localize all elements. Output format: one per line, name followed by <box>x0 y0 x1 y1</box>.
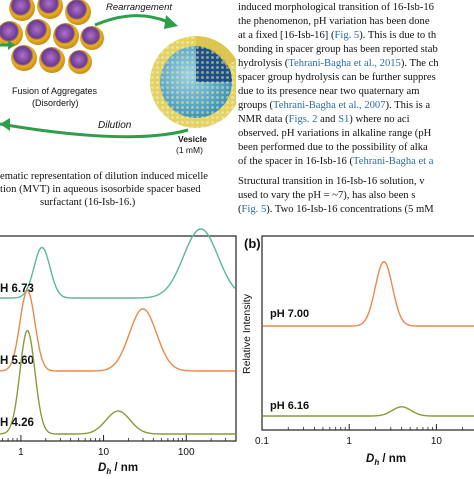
citation-link[interactable]: Tehrani-Bagha et al., 2007 <box>273 100 386 111</box>
body-text-run: been performed due to the possibility of… <box>238 142 428 153</box>
panel-a: H 6.73 H 5.60 H 4.26 1 10 100 Dh / nm <box>0 226 238 476</box>
body-text-line: hydrolysis (Tehrani-Bagha et al., 2015).… <box>238 58 439 70</box>
fusion-label: Fusion of Aggregates <box>12 86 98 96</box>
panel-b-xlabel: Dh / nm <box>366 453 406 467</box>
body-text-line: NMR data (Figs. 2 and S1) where no aci <box>238 114 410 126</box>
panel-a-tick-label: 10 <box>98 447 110 458</box>
scheme-illustration <box>0 0 242 139</box>
body-text-line: bonding in spacer group has been reporte… <box>238 44 438 56</box>
body-text-run: ). This is due to th <box>359 30 437 41</box>
body-text-run: ). This is a <box>385 100 431 111</box>
panel-b: (b) Relative Intensity pH 7.00 pH 6.16 0.1 1 1… <box>238 226 474 474</box>
panel-a-tick-label: 1 <box>18 447 24 458</box>
citation-link[interactable]: Tehrani-Bagha et a <box>353 156 434 167</box>
dilution-label: Dilution <box>98 120 132 131</box>
body-text-run: at a fixed [16-Isb-16] ( <box>238 30 335 41</box>
caption-line: surfactant (16-Isb-16.) <box>40 197 136 208</box>
panel-b-label: (b) <box>244 236 261 251</box>
mvt-scheme: Rearrangement Fusion of Aggregates (Diso… <box>0 0 242 164</box>
body-text-line: the phenomenon, pH variation has been do… <box>238 16 430 28</box>
body-text-run: ). The ch <box>400 58 439 69</box>
panel-b-series-label: pH 7.00 <box>270 308 309 320</box>
body-text-run: used to vary the pH = ~7), has also been… <box>238 190 416 201</box>
body-text-run: hydrolysis ( <box>238 58 289 69</box>
panel-b-series-1 <box>263 406 474 417</box>
body-text-run: and <box>317 114 339 125</box>
panel-a-series-1 <box>0 289 235 372</box>
body-text-line: observed. pH variations in alkaline rang… <box>238 128 431 140</box>
caption-line: ematic representation of dilution induce… <box>0 171 208 182</box>
panel-a-series-2 <box>0 329 235 435</box>
body-text-line: been performed due to the possibility of… <box>238 142 428 154</box>
body-text-line: at a fixed [16-Isb-16] (Fig. 5). This is… <box>238 30 436 42</box>
body-text-line: of the spacer in 16-Isb-16 (Tehrani-Bagh… <box>238 156 433 168</box>
body-text-run: observed. pH variations in alkaline rang… <box>238 128 432 139</box>
body-text-line: due to its presence near two quaternary … <box>238 86 420 98</box>
body-text-run: due to its presence near two quaternary … <box>238 86 420 97</box>
body-text-run: Structural transition in 16-Isb-16 solut… <box>238 176 425 187</box>
fusion-sublabel: (Disorderly) <box>32 98 79 108</box>
panel-b-tick-label: 10 <box>431 436 443 447</box>
body-text-run: ). Two 16-Isb-16 concentrations (5 mM <box>266 204 434 215</box>
body-text-line: used to vary the pH = ~7), has also been… <box>238 190 415 202</box>
panel-a-frame <box>0 235 237 442</box>
body-text-line: induced morphological transition of 16-I… <box>238 2 434 14</box>
panel-b-series-0 <box>263 260 474 327</box>
body-text-run: NMR data ( <box>238 114 289 125</box>
body-text-run: induced morphological transition of 16-I… <box>238 2 434 13</box>
citation-link[interactable]: Fig. 5 <box>334 30 360 41</box>
body-text-run: of the spacer in 16-Isb-16 ( <box>238 156 354 167</box>
rearrangement-label: Rearrangement <box>106 2 173 13</box>
panel-a-series-label: H 4.26 <box>0 417 34 429</box>
body-text-line: groups (Tehrani-Bagha et al., 2007). Thi… <box>238 100 430 112</box>
panel-b-ylabel: Relative Intensity <box>241 293 253 374</box>
panel-a-series-label: H 5.60 <box>0 355 34 367</box>
body-text-run: bonding in spacer group has been reporte… <box>238 44 438 55</box>
vesicle-label: Vesicle <box>178 134 207 144</box>
panel-a-series-0 <box>0 228 236 299</box>
dilution-arrow <box>0 122 189 139</box>
body-text-line: Structural transition in 16-Isb-16 solut… <box>238 176 425 188</box>
panel-b-chart: (b) Relative Intensity pH 7.00 pH 6.16 0.1 1 1… <box>241 235 474 467</box>
body-text-run: groups ( <box>238 100 274 111</box>
citation-link[interactable]: Fig. 5 <box>241 204 267 215</box>
panel-b-frame <box>261 235 474 431</box>
vesicle-drawing <box>150 36 242 128</box>
panel-b-tick-label: 0.1 <box>255 436 269 447</box>
panel-b-tick-label: 1 <box>346 436 352 447</box>
panel-a-tick-label: 100 <box>178 447 195 458</box>
citation-link[interactable]: S1 <box>338 114 350 125</box>
body-text-run: the phenomenon, pH variation has been do… <box>238 16 430 27</box>
rearrangement-arrow <box>94 14 169 27</box>
citation-link[interactable]: Tehrani-Bagha et al., 2015 <box>288 58 401 69</box>
panel-b-series-label: pH 6.16 <box>270 400 309 412</box>
vesicle-sublabel: (1 mM) <box>176 145 203 155</box>
body-text-run: spacer group hydrolysis can be further s… <box>238 72 436 83</box>
caption-line: tion (MVT) in aqueous isosorbide spacer … <box>0 184 201 195</box>
body-text-line: (Fig. 5). Two 16-Isb-16 concentrations (… <box>238 204 434 216</box>
body-text-line: spacer group hydrolysis can be further s… <box>238 72 436 84</box>
body-text-run: ) where no aci <box>349 114 410 125</box>
citation-link[interactable]: Figs. 2 <box>288 114 318 125</box>
micelle-cluster <box>0 0 104 74</box>
panel-a-xlabel: Dh / nm <box>98 462 138 474</box>
body-text-run: ( <box>238 204 242 215</box>
